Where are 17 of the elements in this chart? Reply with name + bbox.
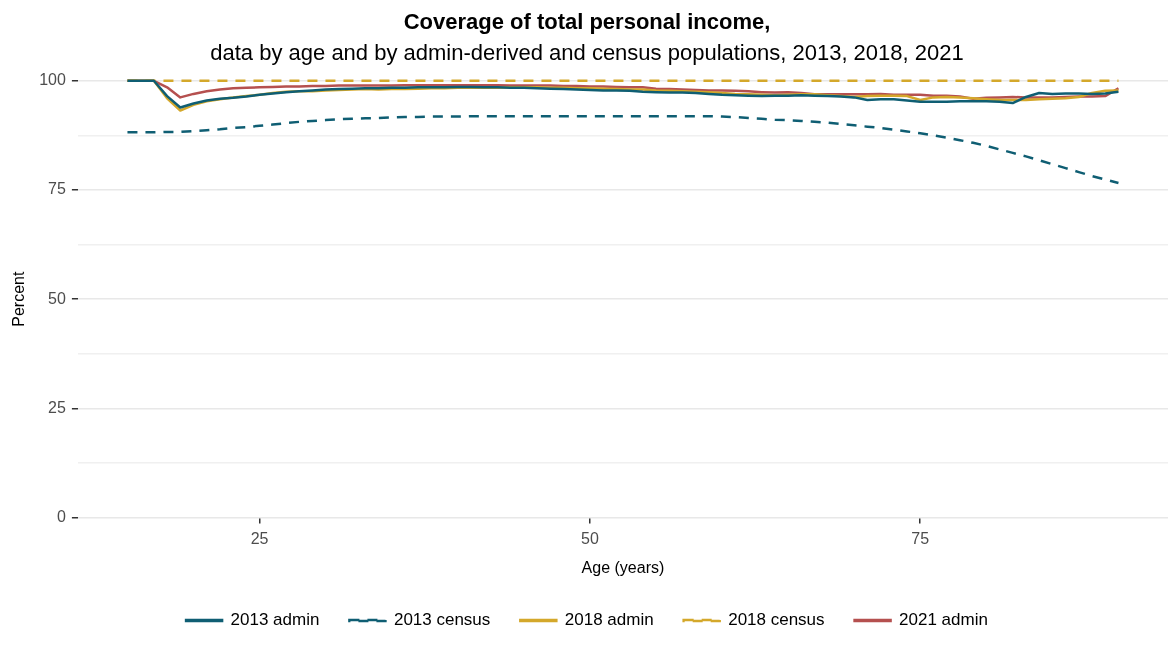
x-tick-label: 50	[581, 529, 599, 547]
y-tick-label: 75	[48, 180, 66, 198]
x-axis-title: Age (years)	[581, 558, 665, 576]
legend-label: 2013 admin	[230, 610, 320, 630]
y-tick-label: 25	[48, 398, 66, 416]
legend-label: 2018 admin	[564, 610, 654, 630]
x-tick-label: 75	[911, 529, 930, 547]
y-tick-label: 50	[48, 289, 66, 307]
y-axis-title: Percent	[10, 271, 28, 327]
y-tick-label: 100	[39, 71, 66, 89]
chart-title: Coverage of total personal income,	[403, 9, 771, 35]
chart-subtitle: data by age and by admin-derived and census populations, 2013, 2018, 2021	[210, 39, 964, 65]
legend-label: 2018 census	[728, 610, 825, 630]
x-tick-label: 25	[250, 529, 269, 547]
y-tick-label: 0	[56, 508, 66, 526]
legend-label: 2021 admin	[899, 610, 988, 630]
legend-label: 2013 census	[393, 610, 491, 630]
